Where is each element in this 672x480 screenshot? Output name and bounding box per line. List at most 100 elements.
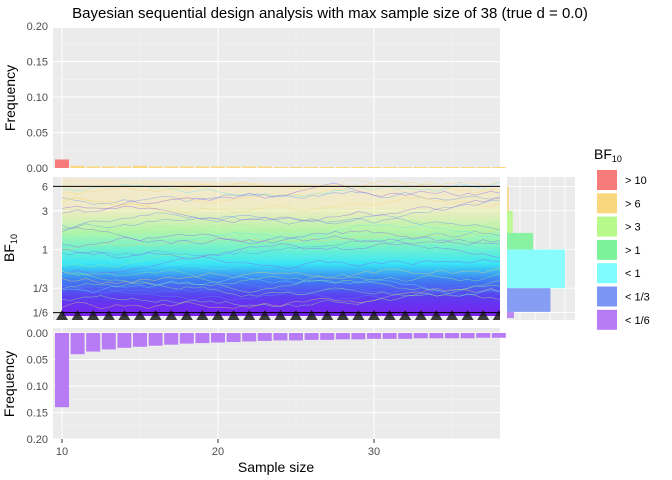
- top-bar: [320, 167, 335, 168]
- side-histogram-bars: [507, 186, 565, 318]
- top-bar: [101, 166, 116, 168]
- bottom-bar: [445, 333, 459, 339]
- stop-marker: [258, 310, 271, 320]
- bottom-bar: [273, 333, 288, 341]
- trajectory-line: [61, 271, 500, 293]
- top-y-ticks: 0.00 0.05 0.10 0.15 0.20: [27, 21, 48, 175]
- stop-marker: [180, 310, 193, 320]
- trajectory-line: [61, 276, 500, 297]
- stop-marker: [399, 310, 412, 320]
- top-bar: [398, 167, 413, 168]
- trajectory-line: [61, 196, 500, 213]
- side-bar: [507, 186, 509, 211]
- chart-title: Bayesian sequential design analysis with…: [72, 5, 588, 22]
- bottom-y-tick-label: 0.00: [27, 328, 48, 340]
- top-panel-background: [53, 28, 500, 168]
- bottom-bar: [460, 333, 475, 339]
- bf-trajectory-lines: [61, 179, 500, 309]
- middle-y-axis-title: BF10: [1, 234, 19, 262]
- legend-swatch: [597, 239, 617, 260]
- side-bar: [507, 232, 534, 250]
- side-bar: [507, 288, 551, 312]
- x-tick-label: 10: [56, 446, 68, 458]
- trajectory-line: [61, 227, 500, 246]
- top-bar: [351, 167, 366, 168]
- trajectory-line: [61, 279, 500, 301]
- bottom-bar: [179, 333, 194, 344]
- legend-label: > 10: [625, 175, 647, 187]
- bf-boundaries: [53, 185, 500, 314]
- trajectory-line: [61, 249, 500, 269]
- trajectory-line: [61, 200, 500, 230]
- bottom-y-tick-label: 0.05: [27, 355, 48, 367]
- middle-y-ticks: 6 3 1 1/3 1/6: [33, 181, 48, 319]
- trajectory-line: [61, 224, 500, 259]
- stop-marker: [352, 310, 365, 320]
- bottom-bar: [211, 333, 225, 343]
- top-bar: [226, 166, 241, 168]
- bottom-bar: [257, 333, 272, 341]
- middle-y-tick-label: 6: [42, 181, 48, 193]
- top-y-axis-title: Frequency: [2, 65, 18, 131]
- stop-marker: [477, 310, 490, 320]
- legend-swatch: [597, 193, 617, 214]
- x-axis-ticks: 10 20 30: [56, 439, 380, 458]
- trajectory-line: [61, 179, 500, 195]
- bottom-bar: [86, 333, 101, 352]
- stop-marker: [383, 310, 396, 320]
- top-panel: 0.00 0.05 0.10 0.15 0.20 Frequency: [2, 21, 506, 175]
- legend-label: < 1: [625, 268, 641, 280]
- bottom-bar: [382, 333, 397, 339]
- trajectory-line: [61, 287, 500, 309]
- legend-title: BF10: [594, 146, 622, 164]
- stop-marker: [102, 310, 115, 320]
- trajectory-line: [61, 197, 500, 223]
- stop-marker: [227, 310, 240, 320]
- top-grid: [53, 25, 500, 169]
- middle-y-tick-label: 3: [42, 206, 48, 218]
- bottom-bar: [226, 333, 241, 343]
- bottom-bar: [101, 333, 116, 350]
- top-bar: [70, 165, 85, 168]
- bottom-bar: [491, 333, 506, 338]
- top-bar: [211, 166, 225, 168]
- x-tick-label: 20: [212, 446, 224, 458]
- stop-marker: [212, 310, 224, 320]
- bottom-bar: [289, 333, 303, 341]
- bottom-bar: [476, 333, 491, 338]
- bottom-bar: [304, 333, 319, 340]
- stop-marker: [290, 310, 302, 320]
- bottom-panel: 0.00 0.05 0.10 0.15 0.20 Frequency 10 20 30 Sa…: [1, 328, 506, 475]
- stop-marker: [165, 310, 178, 320]
- trajectory-line: [61, 182, 500, 214]
- legend-swatch: [597, 309, 617, 330]
- stop-marker: [321, 310, 334, 320]
- top-bar: [476, 167, 491, 168]
- top-bar: [55, 159, 69, 168]
- top-bar: [242, 166, 257, 168]
- stop-marker: [368, 310, 380, 320]
- trajectory-line: [61, 244, 500, 270]
- bottom-bar: [320, 333, 335, 340]
- top-y-tick-label: 0.15: [27, 57, 48, 69]
- bottom-bar: [413, 333, 428, 339]
- top-bar: [195, 166, 210, 168]
- top-bar: [382, 167, 397, 168]
- stop-marker: [87, 310, 100, 320]
- trajectory-line: [61, 230, 500, 257]
- side-bar: [507, 311, 514, 318]
- trajectory-line: [61, 181, 500, 197]
- stop-marker: [134, 310, 146, 320]
- bottom-bars: [55, 333, 506, 408]
- top-bar: [491, 167, 506, 168]
- top-bar: [460, 167, 475, 168]
- middle-y-tick-label: 1: [42, 245, 48, 257]
- top-bar: [164, 166, 179, 168]
- bottom-bar: [117, 333, 132, 348]
- stop-marker: [430, 310, 443, 320]
- top-bar: [117, 166, 132, 168]
- trajectory-line: [61, 219, 500, 236]
- stop-marker: [461, 310, 474, 320]
- trajectory-line: [61, 282, 500, 301]
- trajectory-line: [61, 251, 500, 270]
